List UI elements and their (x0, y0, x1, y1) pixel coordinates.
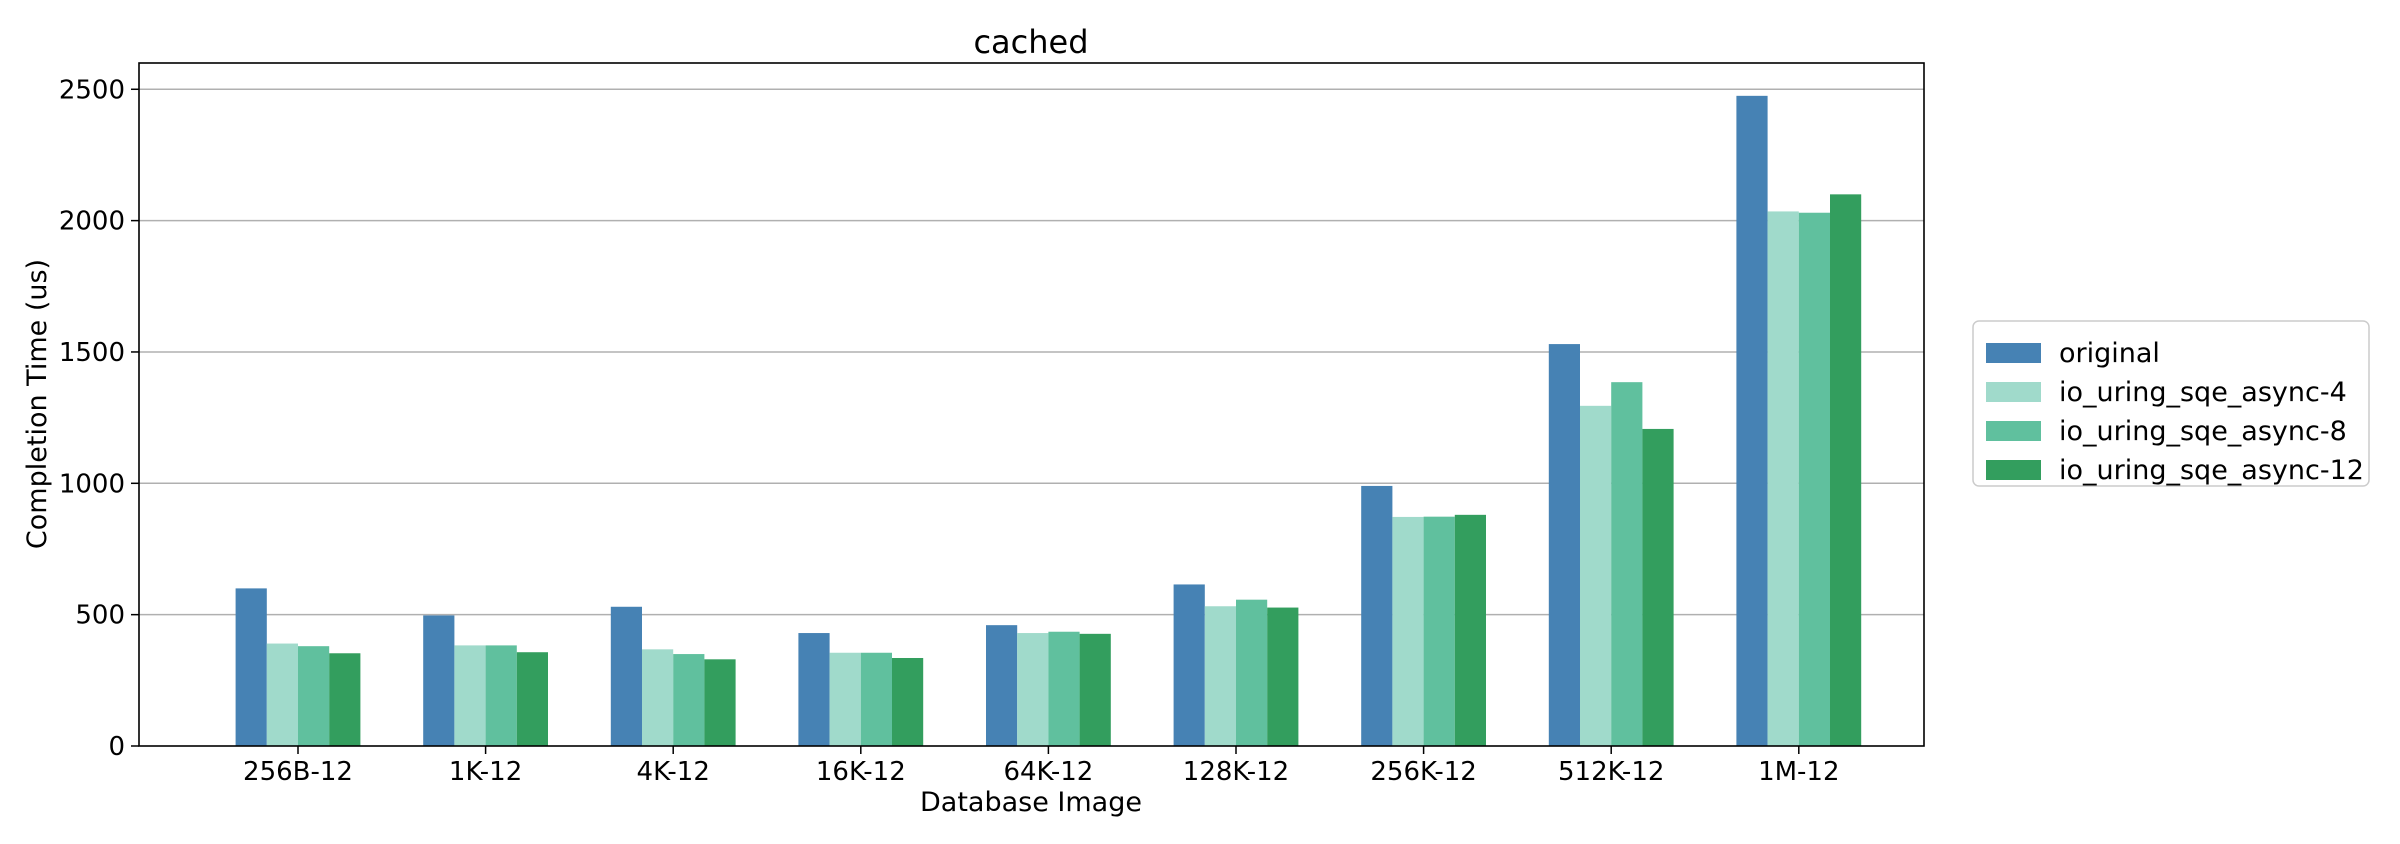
x-tick-label: 1M-12 (1758, 757, 1839, 787)
legend-swatch (1986, 382, 2041, 402)
x-axis: 256B-12 1K-12 4K-12 16K-12 64K-12 128K-12 256K… (243, 746, 1840, 787)
bar-io_uring_sqe_async-8-64K-12 (1048, 631, 1080, 746)
bar-io_uring_sqe_async-8-1M-12 (1798, 212, 1830, 746)
legend-label: io_uring_sqe_async-12 (2059, 455, 2364, 486)
bar-io_uring_sqe_async-8-16K-12 (860, 652, 892, 746)
bar-original-256B-12 (235, 588, 267, 746)
x-tick-label: 4K-12 (637, 757, 710, 787)
bar-original-512K-12 (1548, 344, 1580, 746)
y-tick-label: 1000 (59, 469, 125, 499)
bar-io_uring_sqe_async-4-16K-12 (829, 652, 861, 746)
bar-io_uring_sqe_async-12-64K-12 (1079, 633, 1111, 746)
bar-original-64K-12 (986, 625, 1018, 746)
bar-io_uring_sqe_async-4-1K-12 (454, 645, 486, 746)
bar-io_uring_sqe_async-8-256K-12 (1423, 516, 1455, 746)
legend-label: io_uring_sqe_async-8 (2059, 416, 2347, 447)
bar-io_uring_sqe_async-12-1K-12 (516, 652, 548, 746)
x-tick-label: 256K-12 (1370, 757, 1476, 787)
bar-original-16K-12 (798, 633, 830, 746)
x-tick-label: 16K-12 (816, 757, 906, 787)
bar-original-128K-12 (1173, 584, 1205, 746)
bar-io_uring_sqe_async-8-1K-12 (485, 645, 517, 746)
bar-io_uring_sqe_async-12-1M-12 (1830, 194, 1862, 746)
y-tick-label: 0 (108, 732, 125, 762)
legend-swatch (1986, 343, 2041, 363)
y-tick-label: 2500 (59, 75, 125, 105)
x-tick-label: 1K-12 (449, 757, 522, 787)
x-tick-label: 512K-12 (1558, 757, 1664, 787)
x-tick-label: 128K-12 (1183, 757, 1289, 787)
bar-io_uring_sqe_async-4-512K-12 (1580, 405, 1612, 746)
legend-swatch (1986, 460, 2041, 480)
bar-io_uring_sqe_async-12-256B-12 (329, 653, 361, 746)
legend-label: original (2059, 338, 2160, 369)
bar-io_uring_sqe_async-4-128K-12 (1204, 606, 1236, 746)
bar-io_uring_sqe_async-12-256K-12 (1454, 514, 1486, 746)
bar-io_uring_sqe_async-4-256K-12 (1392, 516, 1424, 746)
bar-io_uring_sqe_async-12-512K-12 (1642, 428, 1674, 746)
bar-io_uring_sqe_async-8-128K-12 (1236, 599, 1268, 746)
bar-original-1K-12 (423, 615, 455, 746)
chart-title: cached (973, 23, 1088, 61)
legend-swatch (1986, 421, 2041, 441)
y-tick-label: 1500 (59, 338, 125, 368)
bar-io_uring_sqe_async-12-4K-12 (704, 659, 736, 746)
bar-io_uring_sqe_async-8-512K-12 (1611, 382, 1643, 746)
bar-io_uring_sqe_async-12-16K-12 (892, 657, 924, 746)
legend-box (1972, 320, 2370, 487)
bar-io_uring_sqe_async-8-4K-12 (673, 654, 705, 746)
x-axis-label: Database Image (920, 787, 1142, 818)
bar-io_uring_sqe_async-4-256B-12 (266, 643, 298, 746)
bars (235, 95, 1862, 747)
bar-io_uring_sqe_async-8-256B-12 (298, 646, 330, 746)
legend: original io_uring_sqe_async-4 io_uring_sqe… (1972, 320, 2370, 487)
bar-io_uring_sqe_async-4-4K-12 (642, 649, 674, 746)
bar-io_uring_sqe_async-12-128K-12 (1267, 607, 1299, 746)
bar-io_uring_sqe_async-4-64K-12 (1017, 633, 1049, 746)
legend-items: original io_uring_sqe_async-4 io_uring_sqe… (1986, 338, 2364, 486)
bar-original-4K-12 (610, 606, 642, 746)
bar-original-1M-12 (1736, 95, 1768, 746)
plot-frame (138, 62, 1925, 747)
y-axis-label: Completion Time (us) (22, 259, 53, 549)
y-tick-label: 500 (75, 601, 125, 631)
bar-original-256K-12 (1361, 485, 1393, 746)
x-tick-label: 64K-12 (1003, 757, 1093, 787)
bar-io_uring_sqe_async-4-1M-12 (1767, 211, 1799, 747)
x-tick-label: 256B-12 (243, 757, 353, 787)
y-axis: 0 500 1000 1500 2000 2500 (59, 75, 139, 762)
legend-label: io_uring_sqe_async-4 (2059, 377, 2347, 408)
y-tick-label: 2000 (59, 207, 125, 237)
